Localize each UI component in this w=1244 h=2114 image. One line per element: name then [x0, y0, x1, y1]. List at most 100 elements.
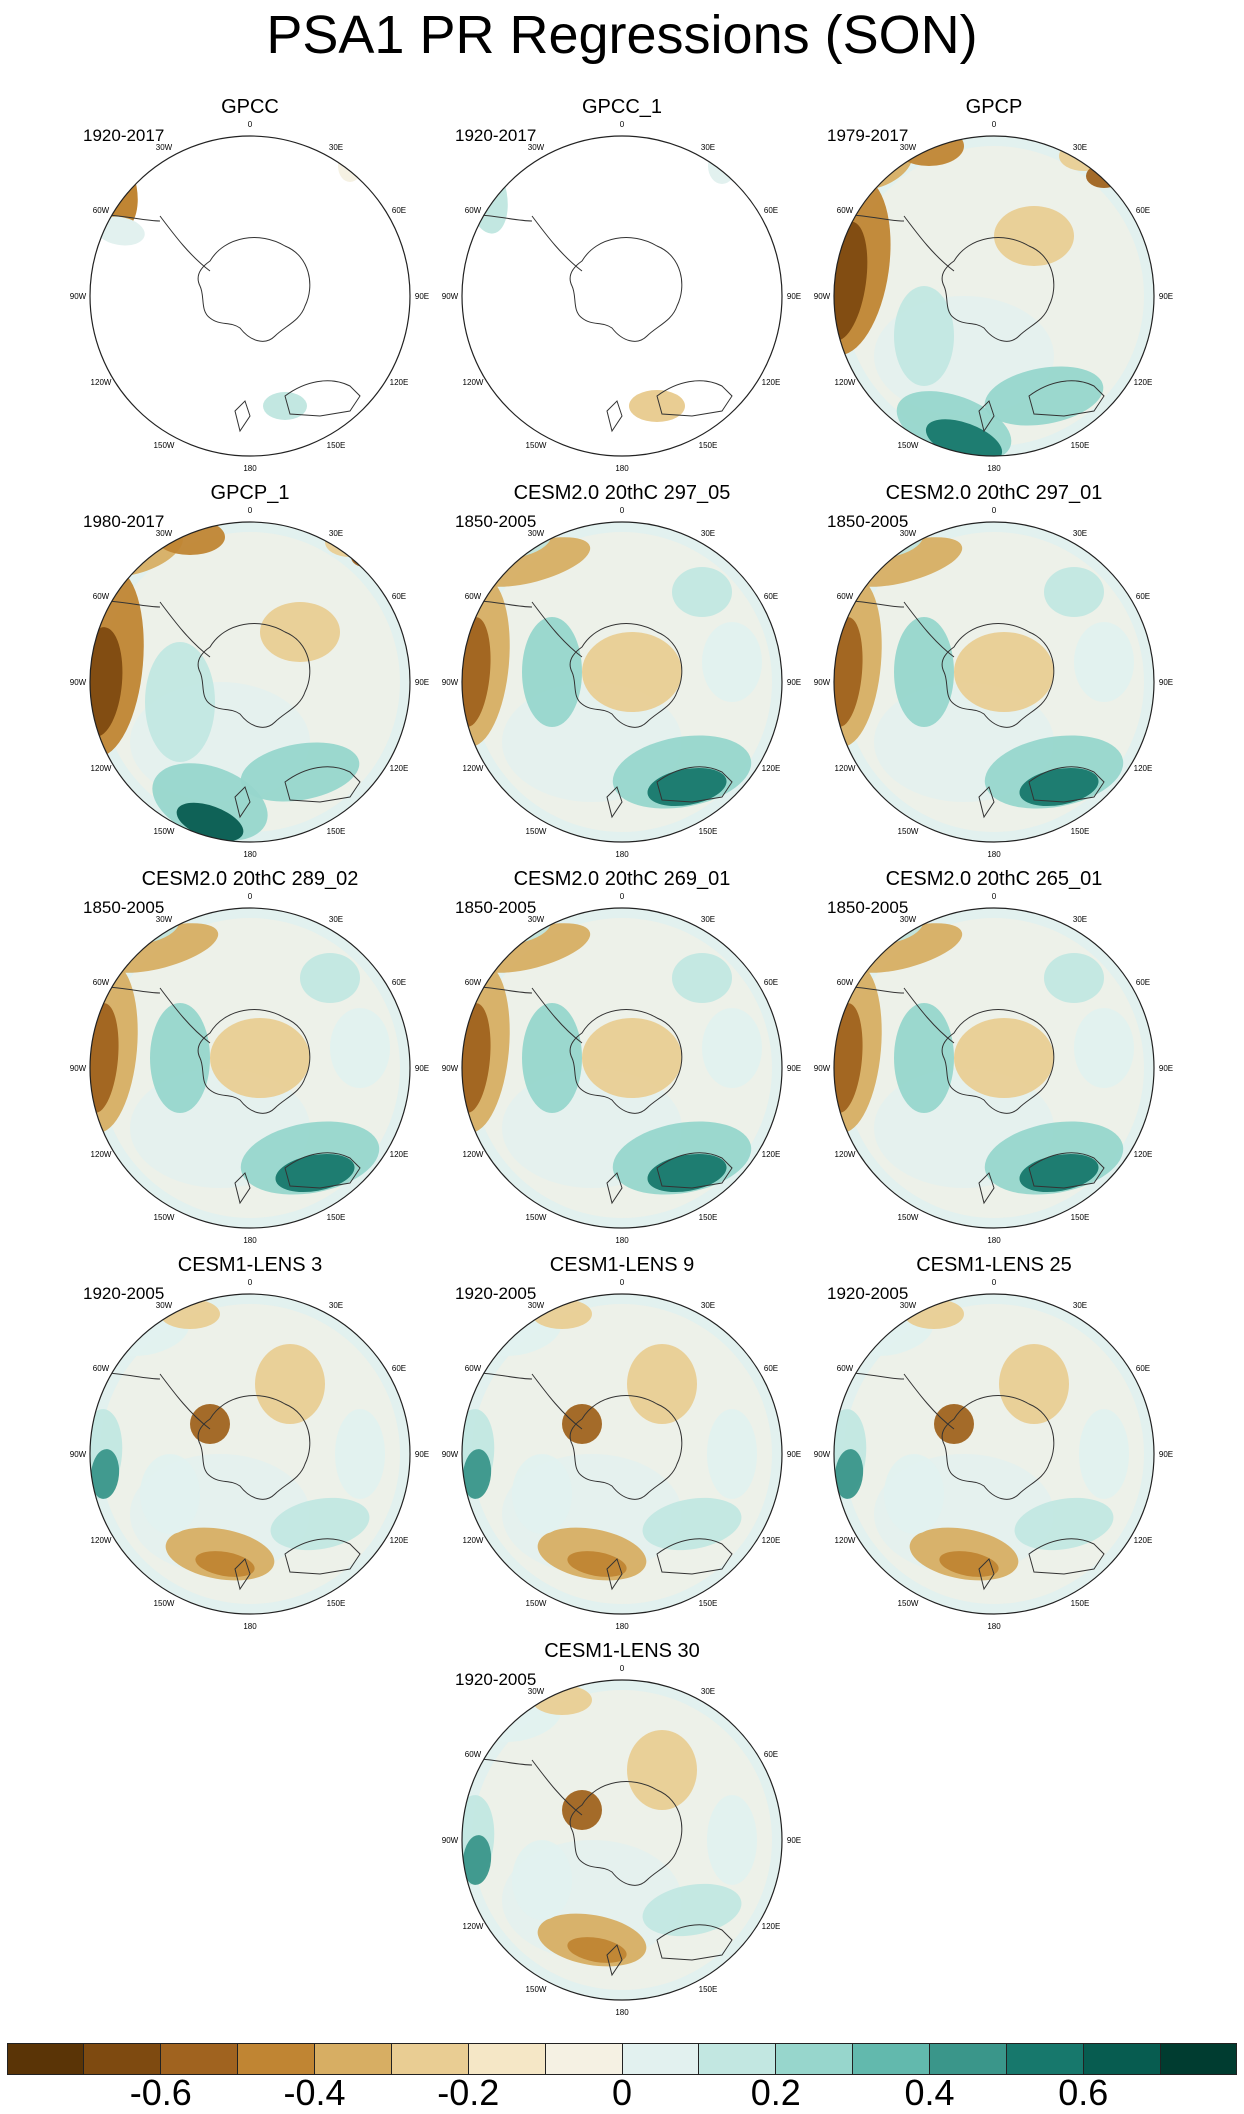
polar-map: 0 30E 60E 90E 120E 150E 180 150W 120W 90W 60W 30W [814, 1278, 1173, 1631]
antarctica-coastline [159, 601, 311, 728]
panel-title: GPCP_1 [210, 482, 290, 504]
map-boundary [833, 135, 1155, 457]
map-boundary [461, 521, 783, 843]
new-zealand-coastline [978, 786, 995, 819]
new-zealand-coastline [234, 400, 251, 433]
longitude-label: 150E [699, 441, 718, 450]
south-america-coastline [90, 600, 161, 608]
longitude-label: 90W [814, 678, 831, 687]
longitude-label: 90W [442, 1064, 459, 1073]
longitude-label: 150E [1071, 1599, 1090, 1608]
longitude-label: 60E [764, 1750, 778, 1759]
south-america-coastline [462, 986, 533, 994]
longitude-label: 90W [70, 1450, 87, 1459]
longitude-label: 60W [93, 978, 110, 987]
longitude-label: 60E [392, 592, 406, 601]
longitude-label: 150W [526, 1985, 547, 1994]
longitude-label: 60E [1136, 1364, 1150, 1373]
longitude-label: 180 [987, 1236, 1001, 1245]
antarctica-coastline [531, 215, 683, 342]
map-boundary [89, 1293, 411, 1615]
longitude-label: 150E [327, 441, 346, 450]
longitude-label: 60W [93, 1364, 110, 1373]
australia-coastline [656, 1152, 733, 1189]
map-panel: 0 30E 60E 90E 120E 150E 180 150W 120W 90W 60W 30W GP… [432, 96, 812, 481]
south-america-coastline [90, 1372, 161, 1380]
longitude-label: 180 [615, 464, 629, 473]
longitude-label: 30E [329, 915, 343, 924]
colorbar-tick-label: 0.2 [750, 2072, 801, 2113]
polar-map: 0 30E 60E 90E 120E 150E 180 150W 120W 90W 60W 30W [814, 506, 1173, 859]
map-panel: 0 30E 60E 90E 120E 150E 180 150W 120W 90W 60W 30W CE… [804, 1254, 1184, 1639]
colorbar-tick-label: 0.6 [1058, 2072, 1109, 2113]
new-zealand-coastline [234, 786, 251, 819]
panel-title: CESM1-LENS 25 [916, 1254, 1072, 1276]
longitude-label: 150W [154, 827, 175, 836]
longitude-label: 120W [91, 1150, 112, 1159]
panel-period: 1850-2005 [455, 512, 537, 531]
map-boundary [461, 1679, 783, 2001]
longitude-label: 0 [620, 892, 625, 901]
longitude-label: 30W [528, 915, 545, 924]
longitude-label: 30E [329, 143, 343, 152]
longitude-label: 120W [835, 1150, 856, 1159]
australia-coastline [656, 766, 733, 803]
longitude-label: 150W [154, 1599, 175, 1608]
longitude-label: 60W [837, 206, 854, 215]
longitude-label: 30W [156, 529, 173, 538]
colorbar-segment [391, 2043, 469, 2075]
shading-field [834, 1294, 1154, 1614]
map-boundary [461, 135, 783, 457]
map-boundary [833, 1293, 1155, 1615]
shading-field [90, 522, 410, 842]
longitude-label: 60W [837, 592, 854, 601]
panel-period: 1979-2017 [827, 126, 909, 145]
longitude-label: 0 [620, 1664, 625, 1673]
australia-coastline [1028, 766, 1105, 803]
new-zealand-coastline [606, 1558, 623, 1591]
longitude-label: 120E [762, 378, 781, 387]
map-boundary [89, 521, 411, 843]
longitude-label: 150E [699, 1599, 718, 1608]
longitude-label: 90W [442, 678, 459, 687]
panel-period: 1920-2005 [83, 1284, 165, 1303]
longitude-label: 180 [243, 464, 257, 473]
panel-title: GPCC [221, 96, 279, 118]
longitude-label: 0 [992, 120, 997, 129]
colorbar-segment [7, 2043, 84, 2075]
longitude-label: 120E [762, 1922, 781, 1931]
longitude-label: 60W [837, 978, 854, 987]
map-boundary [461, 907, 783, 1229]
colorbar-tick-label: -0.6 [129, 2072, 192, 2113]
panel-period: 1920-2005 [827, 1284, 909, 1303]
new-zealand-coastline [978, 400, 995, 433]
longitude-label: 60E [392, 1364, 406, 1373]
australia-coastline [284, 380, 361, 417]
longitude-label: 120W [463, 1150, 484, 1159]
longitude-label: 60W [465, 1364, 482, 1373]
longitude-label: 150W [154, 441, 175, 450]
south-america-coastline [462, 600, 533, 608]
colorbar-segment [1084, 2043, 1162, 2075]
longitude-label: 60W [465, 592, 482, 601]
longitude-label: 30W [528, 1687, 545, 1696]
antarctica-coastline [531, 1759, 683, 1886]
panel-title: CESM2.0 20thC 269_01 [513, 868, 731, 890]
colorbar-segment [1007, 2043, 1085, 2075]
polar-map: 0 30E 60E 90E 120E 150E 180 150W 120W 90W 60W 30W [442, 892, 801, 1245]
south-america-coastline [462, 1372, 533, 1380]
longitude-label: 0 [620, 506, 625, 515]
colorbar-segment [237, 2043, 315, 2075]
antarctica-coastline [903, 1373, 1055, 1500]
south-america-coastline [834, 986, 905, 994]
panel-period: 1920-2017 [455, 126, 537, 145]
antarctica-coastline [903, 987, 1055, 1114]
longitude-label: 30E [1073, 529, 1087, 538]
colorbar-segment [776, 2043, 854, 2075]
new-zealand-coastline [978, 1172, 995, 1205]
longitude-label: 120W [463, 1536, 484, 1545]
longitude-label: 90E [415, 1064, 429, 1073]
panel-title: CESM2.0 20thC 297_01 [885, 482, 1103, 504]
longitude-label: 120E [762, 1150, 781, 1159]
map-panel: 0 30E 60E 90E 120E 150E 180 150W 120W 90W 60W 30W GP… [804, 96, 1184, 481]
